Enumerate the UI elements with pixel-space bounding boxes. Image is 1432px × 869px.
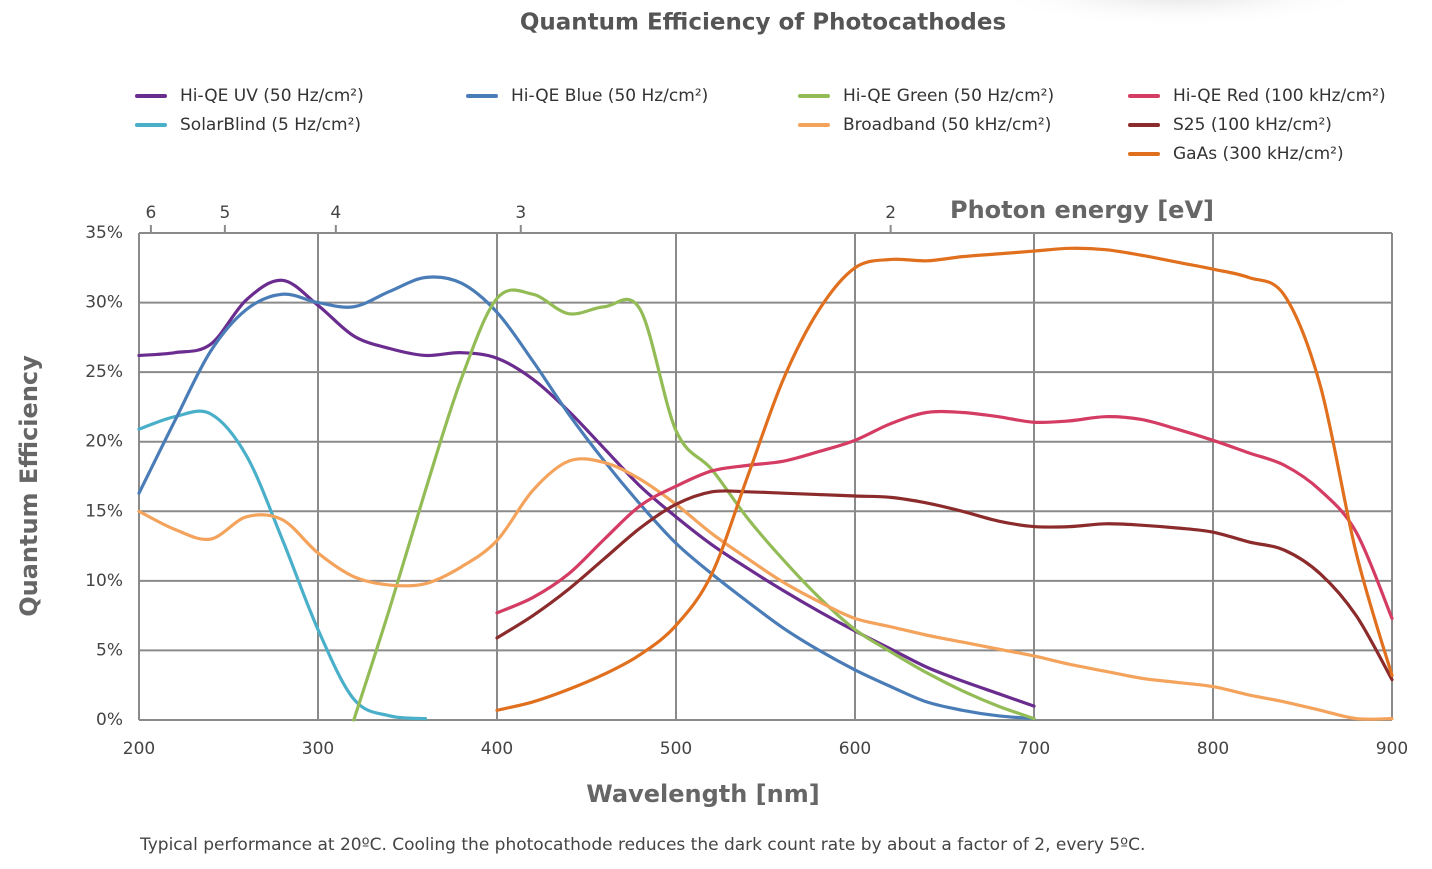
y-tick-label: 10% <box>85 571 123 591</box>
legend-label: GaAs (300 kHz/cm²) <box>1173 144 1344 164</box>
legend-label: SolarBlind (5 Hz/cm²) <box>180 115 361 135</box>
x2-tick-label: 3 <box>515 203 526 223</box>
x-tick-label: 600 <box>839 739 871 759</box>
legend-label: S25 (100 kHz/cm²) <box>1173 115 1332 135</box>
series-line <box>495 489 1394 682</box>
series-line <box>352 288 1036 722</box>
x2-tick-label: 2 <box>885 203 896 223</box>
y-tick-label: 0% <box>96 710 123 730</box>
y-tick-label: 20% <box>85 432 123 452</box>
chart-title: Quantum Efficiency of Photocathodes <box>520 10 1006 36</box>
legend-label: Hi-QE UV (50 Hz/cm²) <box>180 86 364 106</box>
y-tick-label: 30% <box>85 293 123 313</box>
legend-label: Hi-QE Green (50 Hz/cm²) <box>843 86 1054 106</box>
x2-tick-label: 4 <box>330 203 341 223</box>
y-tick-label: 25% <box>85 362 123 382</box>
x2-tick-label: 5 <box>219 203 230 223</box>
decoration <box>987 0 1373 28</box>
y-axis-title: Quantum Efficiency <box>15 355 43 617</box>
series-line <box>137 409 427 721</box>
y-tick-label: 15% <box>85 501 123 521</box>
x-axis-title: Wavelength [nm] <box>586 780 819 808</box>
x-tick-label: 300 <box>302 739 334 759</box>
x-tick-label: 400 <box>481 739 513 759</box>
x2-axis-title: Photon energy [eV] <box>950 196 1214 224</box>
x2-tick-label: 6 <box>145 203 156 223</box>
footnote: Typical performance at 20ºC. Cooling the… <box>139 835 1145 855</box>
series-line <box>495 246 1394 712</box>
legend-label: Broadband (50 kHz/cm²) <box>843 115 1051 135</box>
x-tick-label: 700 <box>1018 739 1050 759</box>
legend-label: Hi-QE Blue (50 Hz/cm²) <box>511 86 708 106</box>
series-line <box>137 275 1036 721</box>
x-tick-label: 200 <box>123 739 155 759</box>
x-tick-label: 900 <box>1376 739 1408 759</box>
y-tick-label: 5% <box>96 640 123 660</box>
x-tick-label: 800 <box>1197 739 1229 759</box>
legend-label: Hi-QE Red (100 kHz/cm²) <box>1173 86 1386 106</box>
series-line <box>137 278 1036 708</box>
series-line <box>137 457 1394 721</box>
series-line <box>495 409 1394 621</box>
y-tick-label: 35% <box>85 223 123 243</box>
x-tick-label: 500 <box>660 739 692 759</box>
